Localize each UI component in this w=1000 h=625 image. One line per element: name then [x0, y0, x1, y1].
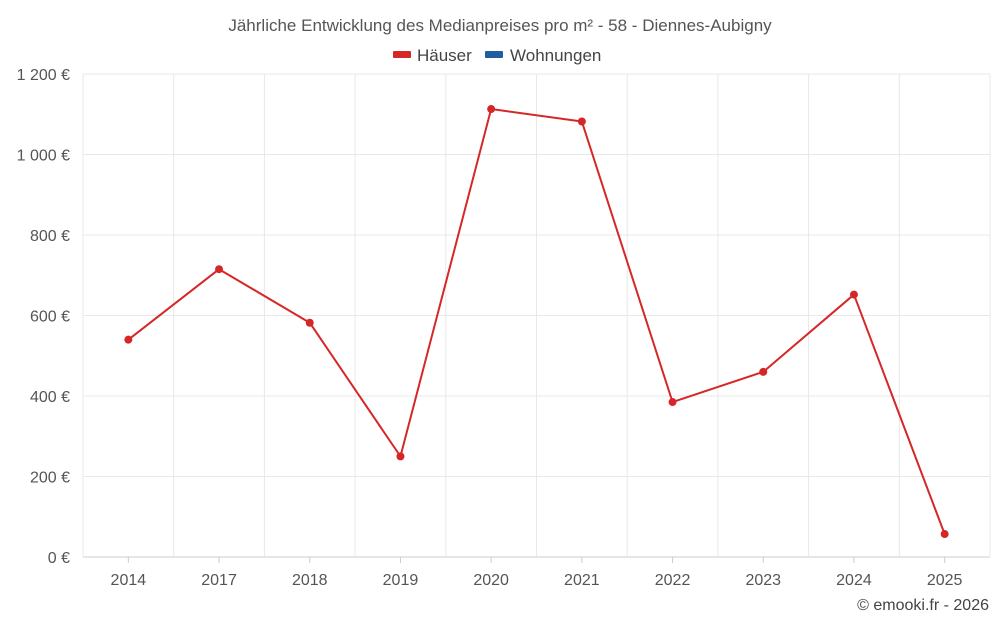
y-tick-label: 0 € [48, 550, 70, 567]
y-tick-label: 1 000 € [17, 148, 70, 165]
y-tick-label: 800 € [30, 228, 70, 245]
data-point-haeuser[interactable] [305, 318, 314, 327]
x-tick-label: 2022 [655, 572, 691, 589]
x-tick-label: 2020 [473, 572, 509, 589]
data-point-haeuser[interactable] [487, 105, 496, 114]
x-tick-label: 2024 [836, 572, 872, 589]
x-axis-ticks: 2014 2017 2018 2019 2020 2021 2022 2023 2024 2025 [111, 557, 963, 589]
data-point-haeuser[interactable] [396, 452, 405, 461]
series-line-haeuser [127, 108, 946, 535]
x-tick-label: 2014 [111, 572, 147, 589]
data-point-haeuser[interactable] [940, 530, 949, 539]
x-tick-label: 2018 [292, 572, 328, 589]
chart-title: Jährliche Entwicklung des Medianpreises … [228, 16, 772, 35]
legend-item-haeuser[interactable]: Häuser [393, 46, 472, 65]
data-point-haeuser[interactable] [849, 290, 858, 299]
x-tick-label: 2025 [927, 572, 963, 589]
legend-swatch-wohnungen [485, 51, 503, 58]
series-haeuser [124, 105, 949, 539]
y-axis-ticks: 0 € 200 € 400 € 600 € 800 € 1 000 € 1 200 € [17, 67, 70, 567]
y-tick-label: 600 € [30, 309, 70, 326]
x-tick-label: 2017 [201, 572, 237, 589]
data-point-haeuser[interactable] [215, 265, 224, 274]
legend: Häuser Wohnungen [393, 46, 601, 65]
legend-item-wohnungen[interactable]: Wohnungen [485, 46, 601, 65]
data-point-haeuser[interactable] [577, 117, 586, 126]
y-tick-label: 1 200 € [17, 67, 70, 84]
legend-label-haeuser: Häuser [417, 46, 472, 65]
y-tick-label: 400 € [30, 389, 70, 406]
grid [82, 73, 991, 558]
legend-label-wohnungen: Wohnungen [510, 46, 601, 65]
data-point-haeuser[interactable] [668, 398, 677, 407]
legend-swatch-haeuser [393, 51, 411, 58]
x-tick-label: 2019 [383, 572, 419, 589]
data-point-haeuser[interactable] [759, 367, 768, 376]
credit-text: © emooki.fr - 2026 [857, 597, 989, 614]
x-tick-label: 2021 [564, 572, 600, 589]
y-tick-label: 200 € [30, 470, 70, 487]
x-tick-label: 2023 [745, 572, 781, 589]
data-point-haeuser[interactable] [124, 335, 133, 344]
